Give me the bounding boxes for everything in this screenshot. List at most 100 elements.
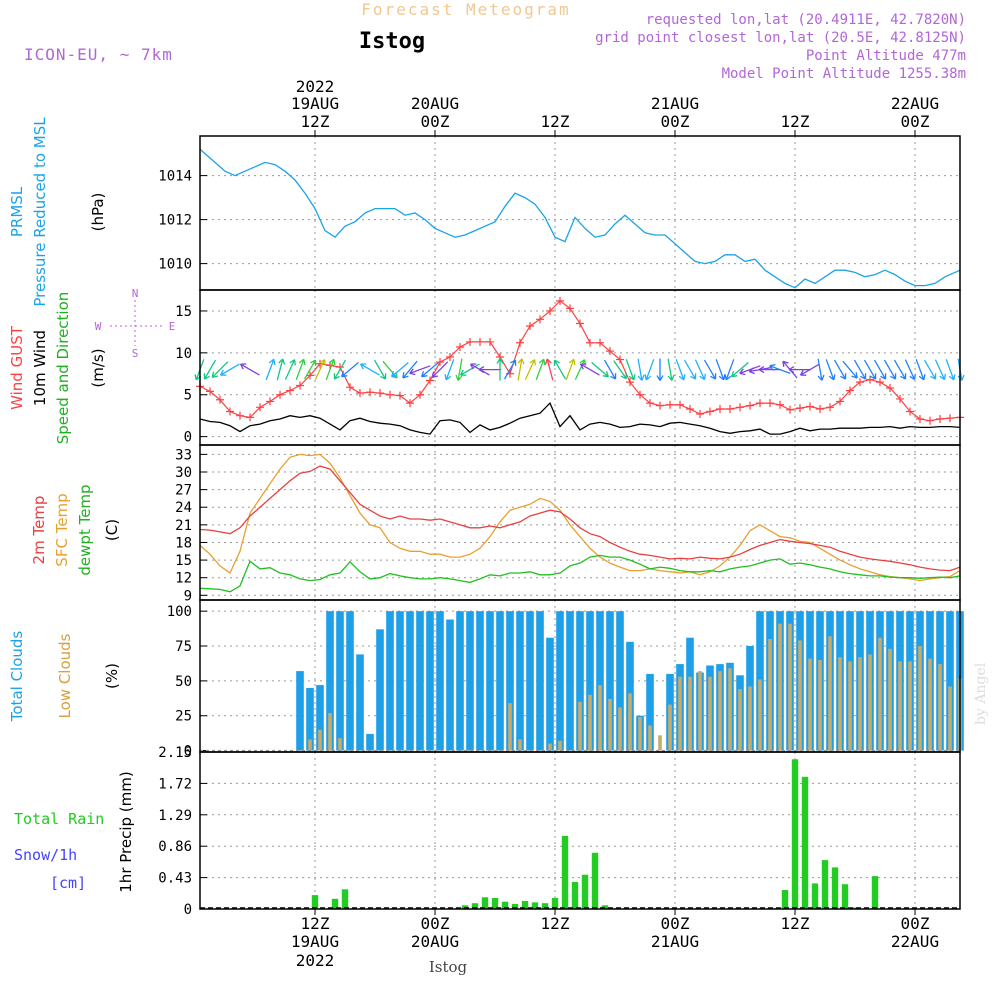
wind-arrow xyxy=(359,363,380,376)
wind-label: 10m Wind xyxy=(31,330,49,406)
low-cloud-bar xyxy=(608,699,612,751)
total-cloud-bar xyxy=(946,611,954,751)
x-tick-label: 12Z xyxy=(301,914,330,933)
y-tick-label: 18 xyxy=(175,535,192,551)
x-tick-label: 12Z xyxy=(301,112,330,131)
total-cloud-bar xyxy=(486,611,494,751)
gust-marker xyxy=(736,403,744,412)
y-tick-label: 0 xyxy=(184,902,192,918)
total-cloud-bar xyxy=(396,611,404,751)
wind-arrow xyxy=(373,359,387,380)
x-tick-label: 12Z xyxy=(781,914,810,933)
x-tick-label: 00Z xyxy=(661,112,690,131)
wind-arrow xyxy=(420,362,439,378)
gust-marker xyxy=(456,342,464,351)
wind-arrow xyxy=(625,359,636,381)
rain-bar xyxy=(491,898,499,909)
point-altitude: Point Altitude 477m xyxy=(806,48,966,64)
rain-bar xyxy=(571,882,579,909)
wind-arrow xyxy=(853,359,867,380)
low-cloud-bar xyxy=(788,623,792,751)
y-tick-label: 33 xyxy=(175,447,192,463)
y-tick-label: 1.29 xyxy=(158,808,192,824)
total-cloud-bar xyxy=(306,687,314,751)
t2m-label: 2m Temp xyxy=(30,496,48,565)
gust-marker xyxy=(276,390,284,399)
low-cloud-bar xyxy=(338,738,342,751)
y-tick-label: 15 xyxy=(175,304,192,320)
wind-arrow xyxy=(325,358,336,381)
total-cloud-bar xyxy=(446,619,454,751)
wind-arrow xyxy=(402,360,418,379)
low-cloud-bar xyxy=(638,717,642,751)
x-tick-label: 22AUG xyxy=(891,932,939,951)
rain-bar xyxy=(331,898,339,909)
gust-marker xyxy=(706,407,714,416)
total-cloud-bar xyxy=(356,654,364,751)
x-tick-label: 00Z xyxy=(421,914,450,933)
wind-arrow xyxy=(675,359,686,381)
gust-marker xyxy=(436,358,444,367)
panel-frame xyxy=(199,444,961,601)
gust-marker xyxy=(836,397,844,406)
rain-label: Total Rain xyxy=(14,810,104,828)
total-cloud-bar xyxy=(576,611,584,751)
x-tick-label: 20AUG xyxy=(411,94,459,113)
x-tick-label: 21AUG xyxy=(651,94,699,113)
low-cloud-bar xyxy=(578,701,582,751)
gust-marker xyxy=(256,403,264,412)
gust-marker xyxy=(266,397,274,406)
y-tick-label: 9 xyxy=(184,588,192,604)
wind-arrow xyxy=(544,358,554,381)
gust-marker xyxy=(416,390,424,399)
rain-bar xyxy=(461,905,469,909)
precip-unit: 1hr Precip (mm) xyxy=(117,771,135,892)
gust-marker xyxy=(616,355,624,364)
total-cloud-bar xyxy=(606,611,614,751)
wind-arrow xyxy=(333,359,347,380)
wind-arrow xyxy=(863,359,877,380)
total-cloud-bar xyxy=(556,611,564,751)
rain-bar xyxy=(501,901,509,909)
requested-coords: requested lon,lat (20.4911E, 42.7820N) xyxy=(646,12,966,28)
wind-arrow xyxy=(934,359,946,381)
low-cloud-bar xyxy=(648,725,652,751)
low-cloud-bar xyxy=(768,639,772,751)
low-cloud-bar xyxy=(518,739,522,751)
total-cloud-bar xyxy=(336,611,344,751)
x-tick-label: 21AUG xyxy=(651,932,699,951)
low-cloud-bar xyxy=(888,648,892,751)
wind-unit: (m/s) xyxy=(89,348,107,387)
pressure-unit: (hPa) xyxy=(89,193,107,232)
rain-bar xyxy=(311,895,319,909)
low-cloud-bar xyxy=(508,703,512,751)
low-cloud-bar xyxy=(918,646,922,751)
wind-arrow xyxy=(295,358,306,381)
low-cloud-bar xyxy=(868,654,872,751)
y-tick-label: 0.43 xyxy=(158,871,192,887)
x-tick-label: 12Z xyxy=(781,112,810,131)
low-cloud-bar xyxy=(808,658,812,751)
gust-marker xyxy=(426,376,434,385)
low-cloud-bar xyxy=(738,689,742,751)
rain-bar xyxy=(781,890,789,909)
x-tick-label: 20AUG xyxy=(411,932,459,951)
low-cloud-bar xyxy=(948,686,952,751)
bottom-location: Istog xyxy=(429,958,468,976)
y-tick-label: 5 xyxy=(184,388,192,404)
y-tick-label: 24 xyxy=(175,500,192,516)
low-cloud-bar xyxy=(828,636,832,751)
gust-marker xyxy=(376,389,384,398)
y-tick-label: 21 xyxy=(175,518,192,534)
x-tick-label: 19AUG xyxy=(291,932,339,951)
wind-arrow xyxy=(219,363,240,376)
wind-arrow xyxy=(431,361,449,379)
wind-arrow xyxy=(478,366,501,374)
wind-arrow xyxy=(873,359,887,380)
total-cloud-bar xyxy=(426,611,434,751)
location-title: Istog xyxy=(359,29,425,54)
wind-arrow xyxy=(715,359,726,381)
low-cloud-bar xyxy=(658,735,662,751)
wind-arrow xyxy=(303,359,317,380)
low-cloud-bar xyxy=(328,713,332,751)
